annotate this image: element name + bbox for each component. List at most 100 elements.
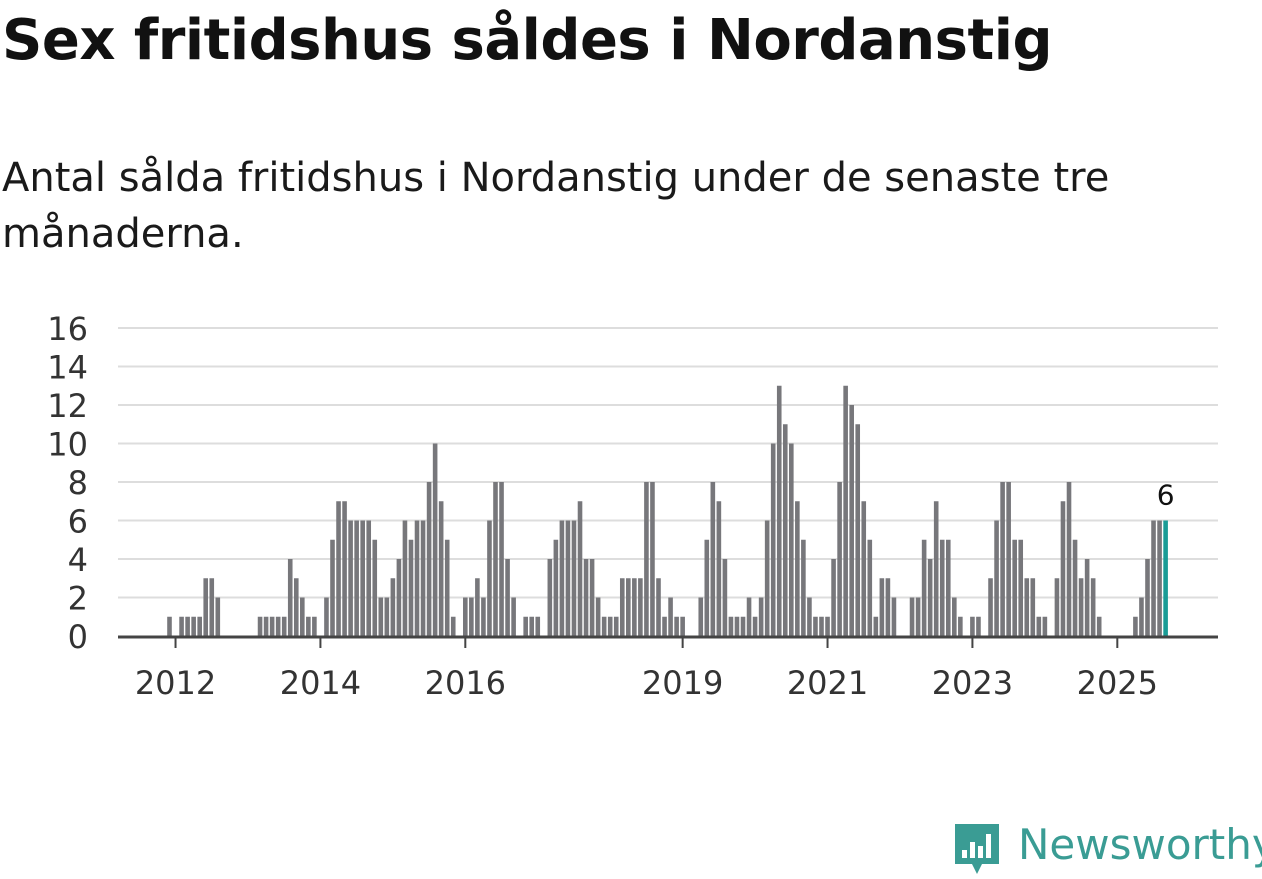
bar [330,539,335,636]
bar [801,539,806,636]
bar [378,597,384,636]
bar [795,501,800,636]
bar [432,443,438,636]
bar [958,616,963,636]
bar [680,616,685,636]
bar [167,616,172,636]
bar [855,424,861,636]
bar [879,578,885,636]
bar-highlight [1163,520,1168,636]
bar [1060,501,1066,636]
bar [619,578,625,636]
y-tick-label: 12 [47,387,88,425]
bar [450,616,456,636]
bar [1151,520,1156,636]
bar [927,559,933,636]
bar [215,597,221,636]
bar [312,616,317,636]
bar [414,520,420,636]
bar [372,539,378,636]
bar [463,597,468,636]
bar [390,578,396,636]
bar [523,616,528,636]
bar [626,578,631,636]
bar [601,616,607,636]
bar [770,443,776,636]
bar [1006,482,1011,636]
bar [1036,616,1042,636]
bar [366,520,372,636]
bar [789,443,794,636]
bar [722,559,728,636]
bar [577,501,583,636]
bar [475,578,480,636]
bar [269,616,275,636]
bar [1072,539,1078,636]
bars [167,385,1168,636]
bar [933,501,939,636]
bar [994,520,999,636]
x-tick-label: 2019 [642,664,723,702]
x-tick-label: 2025 [1077,664,1158,702]
bar [559,520,565,636]
bar [909,597,915,636]
bar [342,501,347,636]
x-tick-label: 2016 [425,664,506,702]
bar [493,482,498,636]
bar [402,520,408,636]
chart-title: Sex fritidshus såldes i Nordanstig [2,8,1053,73]
bar [287,559,293,636]
bar [571,520,577,636]
x-tick-label: 2023 [932,664,1013,702]
bar [752,616,758,636]
bar [740,616,746,636]
y-tick-label: 4 [68,541,88,579]
bar [939,539,945,636]
bar [644,482,649,636]
bar [638,578,643,636]
bar [324,597,329,636]
bar [209,578,215,636]
bar [813,616,818,636]
bar [257,616,263,636]
bar [656,578,661,636]
y-tick-label: 2 [68,580,88,618]
bar [915,597,921,636]
bar [384,597,390,636]
bar [843,385,848,636]
bar [487,520,492,636]
bar [348,520,353,636]
bar [281,616,287,636]
bar [710,482,716,636]
bar [306,616,311,636]
bar [553,539,559,636]
bar [704,539,710,636]
bar [976,616,981,636]
bar [764,520,770,636]
bar [420,520,426,636]
bar [861,501,867,636]
bar [499,482,504,636]
bar [595,597,601,636]
last-value-label: 6 [1157,479,1175,512]
bar [970,616,975,636]
bar [885,578,891,636]
bar [837,482,842,636]
bar [1096,616,1102,636]
bar [336,501,341,636]
bar [203,578,209,636]
bar [438,501,444,636]
bar [185,616,190,636]
bar [1024,578,1030,636]
bar [867,539,873,636]
bar [891,597,897,636]
bar [758,597,764,636]
y-tick-label: 6 [68,503,88,541]
bar [1090,578,1096,636]
bar [921,539,927,636]
bar [583,559,589,636]
bar [589,559,595,636]
bar [1084,559,1090,636]
